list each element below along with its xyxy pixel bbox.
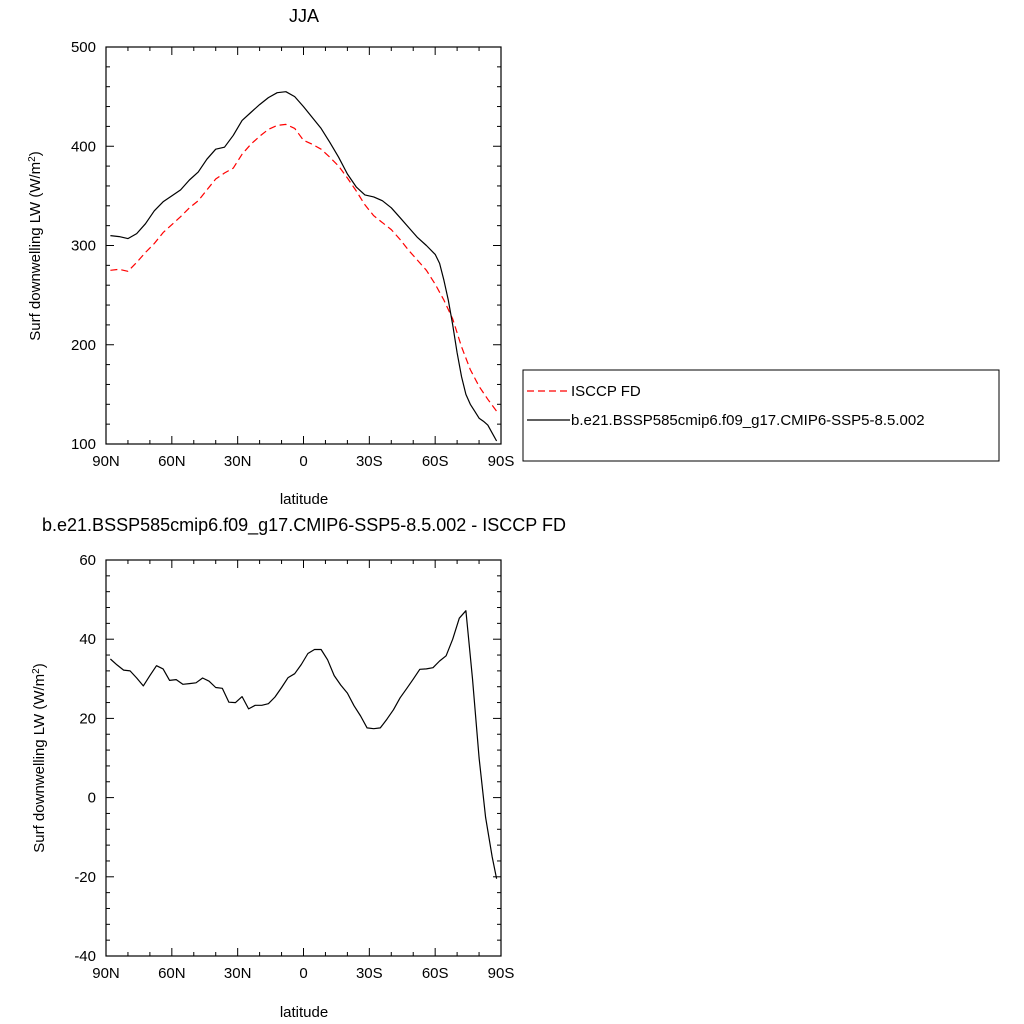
bottom-x-tick-label: 30N (224, 965, 252, 982)
bottom-y-tick-label: 0 (88, 790, 96, 807)
legend-label-isccp: ISCCP FD (571, 383, 641, 400)
bottom-x-tick-label: 90S (488, 965, 515, 982)
top-x-tick-label: 60S (422, 453, 449, 470)
bottom-chart: b.e21.BSSP585cmip6.f09_g17.CMIP6-SSP5-8.… (31, 515, 566, 1021)
bottom-axis-ticks: 90N 60N 30N 0 30S 60S 90S -40 -20 0 20 40 60 (74, 552, 514, 982)
top-y-axis-label: Surf downwelling LW (W/m2) (27, 151, 45, 341)
top-series-group (110, 91, 498, 442)
bottom-series-line-0 (110, 610, 498, 879)
bottom-chart-title: b.e21.BSSP585cmip6.f09_g17.CMIP6-SSP5-8.… (42, 515, 566, 536)
top-series-line-0 (110, 123, 498, 412)
bottom-y-tick-label: 60 (79, 552, 96, 569)
top-chart-title: JJA (289, 6, 319, 26)
top-x-tick-label: 0 (299, 453, 307, 470)
top-chart: JJA 90N 60N 30N 0 30S 60S 90S 100 200 300 400 500 l… (27, 6, 515, 508)
bottom-x-tick-label: 60S (422, 965, 449, 982)
bottom-x-tick-label: 30S (356, 965, 383, 982)
bottom-plot-frame (105, 559, 502, 957)
bottom-y-tick-label: 40 (79, 631, 96, 648)
top-y-tick-label: 200 (71, 337, 96, 354)
bottom-y-tick-label: -20 (74, 869, 96, 886)
legend-label-model: b.e21.BSSP585cmip6.f09_g17.CMIP6-SSP5-8.… (571, 412, 925, 429)
top-x-tick-label: 90N (92, 453, 120, 470)
top-y-tick-label: 300 (71, 238, 96, 255)
legend-box (522, 369, 1000, 462)
bottom-series-group (110, 610, 498, 879)
top-y-tick-label: 400 (71, 138, 96, 155)
top-y-tick-label: 500 (71, 39, 96, 56)
legend: ISCCP FD b.e21.BSSP585cmip6.f09_g17.CMIP… (522, 369, 1000, 462)
top-x-tick-label: 60N (158, 453, 186, 470)
top-axis-ticks: 90N 60N 30N 0 30S 60S 90S 100 200 300 400 500 (71, 39, 514, 470)
bottom-y-axis-label: Surf downwelling LW (W/m2) (31, 663, 49, 853)
bottom-y-tick-label: -40 (74, 948, 96, 965)
bottom-x-tick-label: 0 (299, 965, 307, 982)
bottom-y-tick-label: 20 (79, 710, 96, 727)
top-y-tick-label: 100 (71, 436, 96, 453)
top-x-axis-label: latitude (280, 491, 328, 508)
top-x-tick-label: 90S (488, 453, 515, 470)
top-series-line-1 (110, 91, 498, 442)
bottom-x-axis-label: latitude (280, 1004, 328, 1021)
top-x-tick-label: 30N (224, 453, 252, 470)
bottom-x-tick-label: 90N (92, 965, 120, 982)
bottom-x-tick-label: 60N (158, 965, 186, 982)
top-x-tick-label: 30S (356, 453, 383, 470)
